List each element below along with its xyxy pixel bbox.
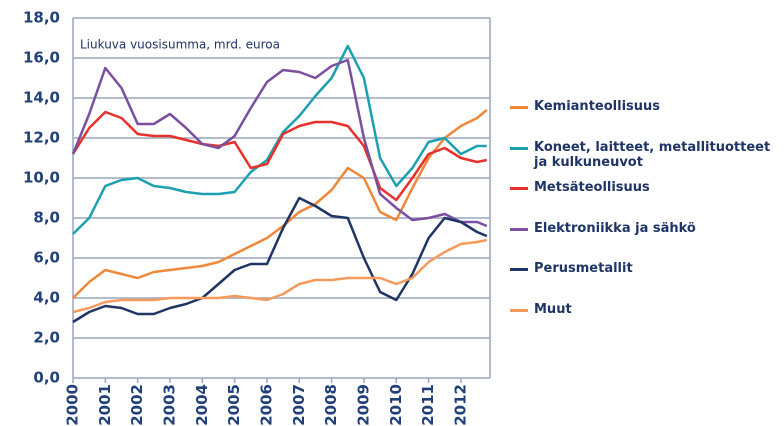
series-line bbox=[72, 238, 488, 314]
legend-label: Perusmetallit bbox=[534, 261, 633, 276]
legend-label: Elektroniikka ja sähkö bbox=[534, 221, 696, 236]
y-tick-label: 4,0 bbox=[33, 289, 60, 307]
x-tick-label: 2006 bbox=[257, 384, 275, 426]
legend-label: Metsäteollisuus bbox=[534, 180, 650, 195]
y-tick-label: 18,0 bbox=[23, 9, 60, 27]
y-tick-label: 16,0 bbox=[23, 49, 60, 67]
x-tick-label: 2009 bbox=[354, 384, 372, 426]
x-tick-label: 2010 bbox=[387, 384, 405, 426]
series-line bbox=[71, 110, 488, 202]
x-tick-label: 2004 bbox=[193, 384, 211, 426]
y-tick-label: 14,0 bbox=[23, 89, 60, 107]
y-tick-label: 10,0 bbox=[23, 169, 60, 187]
x-tick-label: 2005 bbox=[225, 384, 243, 426]
y-tick-label: 0,0 bbox=[33, 369, 60, 387]
legend-entry: Metsäteollisuus bbox=[510, 180, 780, 195]
series-line bbox=[72, 44, 487, 235]
legend-swatch bbox=[510, 187, 528, 190]
x-tick-label: 2003 bbox=[160, 384, 178, 426]
legend-entry: Koneet, laitteet, metallituotteet ja kul… bbox=[510, 140, 780, 170]
y-tick-label: 12,0 bbox=[23, 129, 60, 147]
x-tick-label: 2000 bbox=[64, 384, 82, 426]
legend-label: Muut bbox=[534, 302, 572, 317]
legend-swatch bbox=[510, 268, 528, 271]
legend-swatch bbox=[510, 309, 528, 312]
legend-entry: Muut bbox=[510, 302, 780, 317]
legend-swatch bbox=[510, 228, 528, 231]
x-tick-label: 2008 bbox=[322, 384, 340, 426]
legend-label: Kemianteollisuus bbox=[534, 99, 661, 114]
y-tick-label: 2,0 bbox=[33, 329, 60, 347]
y-tick-label: 8,0 bbox=[33, 209, 60, 227]
series-line bbox=[71, 58, 488, 228]
legend-entry: Kemianteollisuus bbox=[510, 99, 780, 114]
legend-entry: Elektroniikka ja sähkö bbox=[510, 221, 780, 236]
legend-entry: Perusmetallit bbox=[510, 261, 780, 276]
x-tick-label: 2001 bbox=[96, 384, 114, 426]
y-tick-label: 6,0 bbox=[33, 249, 60, 267]
x-tick-label: 2011 bbox=[419, 384, 437, 426]
x-tick-label: 2012 bbox=[451, 384, 469, 426]
series-line bbox=[72, 196, 488, 324]
x-tick-label: 2002 bbox=[128, 384, 146, 426]
x-tick-label: 2007 bbox=[290, 384, 308, 426]
legend-swatch bbox=[510, 106, 528, 109]
legend-label: Koneet, laitteet, metallituotteet ja kul… bbox=[534, 140, 771, 170]
annotation: Liukuva vuosisumma, mrd. euroa bbox=[80, 38, 280, 52]
legend-swatch bbox=[510, 147, 528, 150]
